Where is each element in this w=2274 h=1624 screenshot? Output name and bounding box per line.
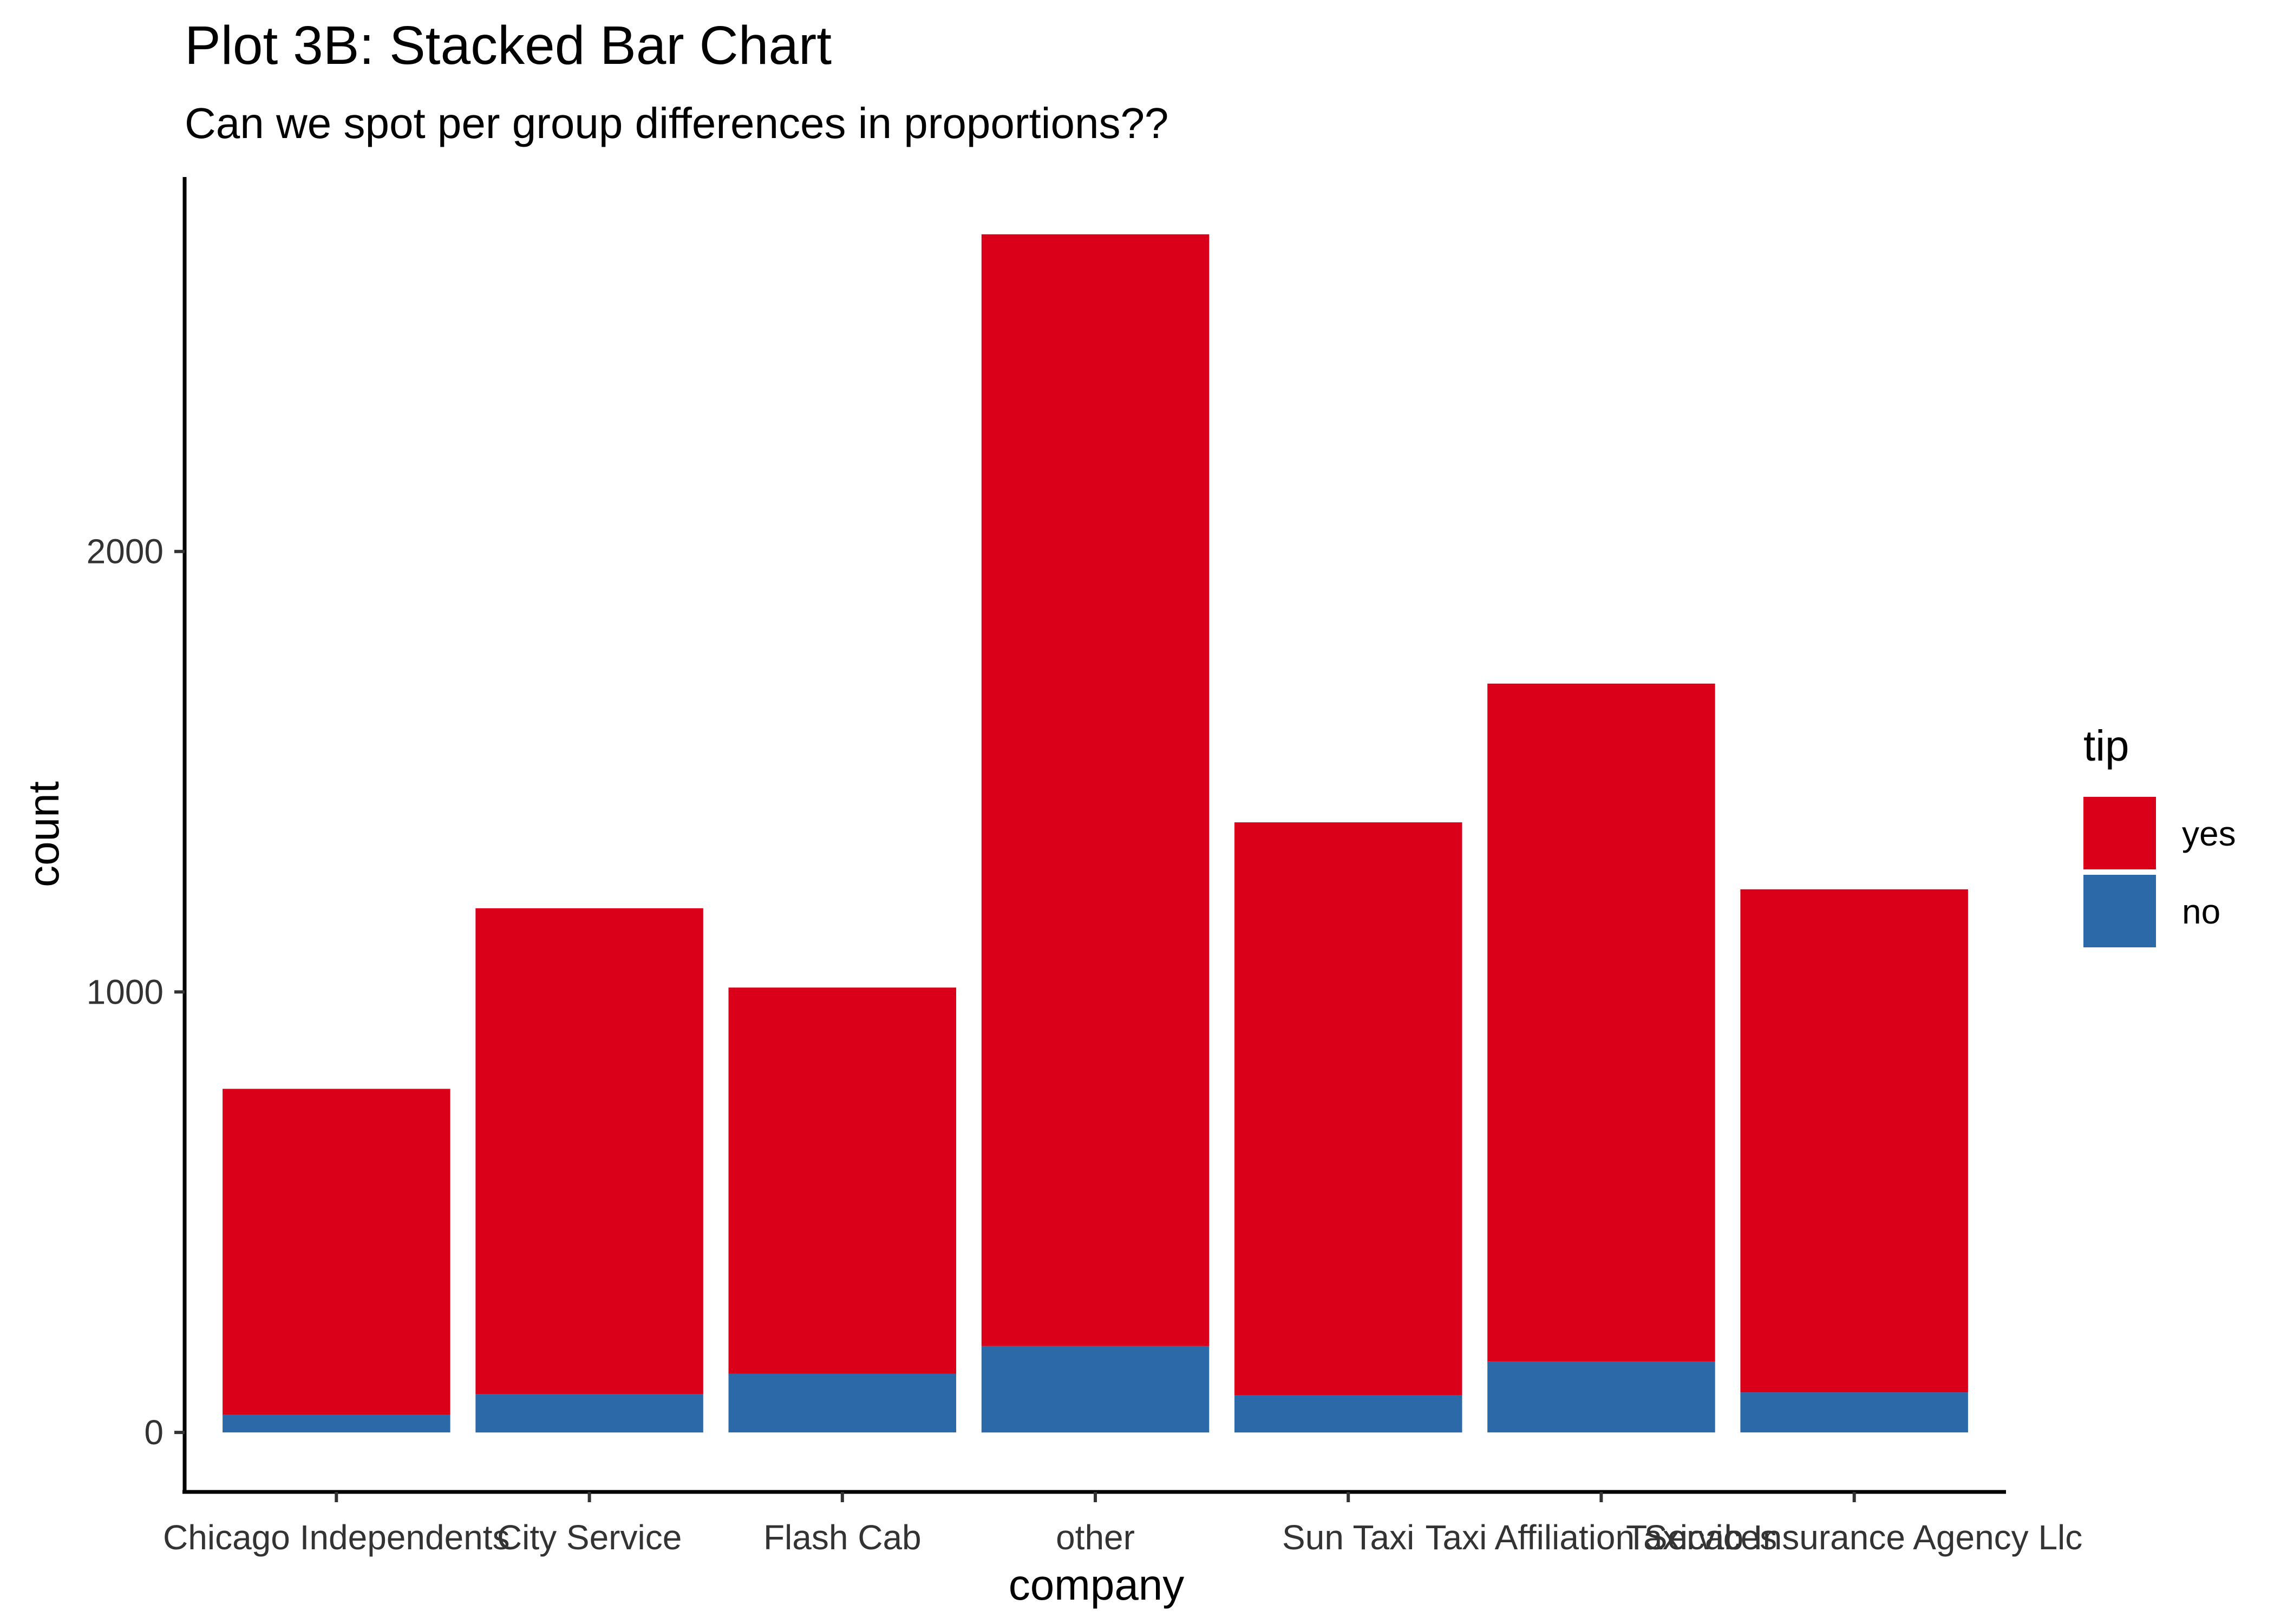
x-tick-label: Taxicab Insurance Agency Llc bbox=[1626, 1518, 2082, 1557]
y-tick-label: 0 bbox=[144, 1413, 164, 1452]
legend-key-no bbox=[2083, 875, 2156, 947]
bars-group bbox=[223, 234, 1968, 1433]
bar-other-no bbox=[981, 1346, 1210, 1433]
bar-other-yes bbox=[981, 234, 1210, 1346]
bar-city-service-no bbox=[475, 1394, 703, 1433]
bar-sun-taxi-no bbox=[1234, 1395, 1462, 1433]
bar-taxi-affiliation-services-yes bbox=[1487, 683, 1715, 1362]
bar-taxi-affiliation-services-no bbox=[1487, 1361, 1715, 1433]
bar-flash-cab-yes bbox=[728, 987, 956, 1374]
bar-chicago-independents-yes bbox=[223, 1089, 450, 1415]
x-axis-title: company bbox=[1009, 1561, 1185, 1609]
bar-taxicab-insurance-agency-llc-yes bbox=[1740, 889, 1968, 1393]
bar-sun-taxi-yes bbox=[1234, 822, 1462, 1396]
legend-key-yes bbox=[2083, 797, 2156, 869]
legend-entries: yes no bbox=[2083, 797, 2236, 947]
x-tick-label: Taxi Affiliation Services bbox=[1426, 1518, 1778, 1557]
y-ticks-group: 0 1000 2000 bbox=[87, 532, 185, 1452]
bar-chicago-independents-no bbox=[223, 1415, 450, 1433]
chart-title: Plot 3B: Stacked Bar Chart bbox=[185, 15, 832, 76]
legend: tip yes no bbox=[2083, 722, 2236, 947]
bar-flash-cab-no bbox=[728, 1373, 956, 1433]
bar-city-service-yes bbox=[475, 908, 703, 1394]
legend-label-yes: yes bbox=[2182, 814, 2236, 853]
x-tick-label: other bbox=[1056, 1518, 1135, 1557]
x-tick-label: City Service bbox=[497, 1518, 682, 1557]
y-tick-label: 2000 bbox=[87, 532, 164, 571]
y-axis-title: count bbox=[19, 781, 68, 887]
x-tick-label: Flash Cab bbox=[763, 1518, 922, 1557]
legend-title: tip bbox=[2083, 722, 2129, 770]
bar-taxicab-insurance-agency-llc-no bbox=[1740, 1392, 1968, 1433]
y-tick-label: 1000 bbox=[87, 972, 164, 1011]
chart-subtitle: Can we spot per group differences in pro… bbox=[185, 99, 1168, 147]
legend-label-no: no bbox=[2182, 892, 2220, 931]
x-tick-label: Chicago Independents bbox=[163, 1518, 510, 1557]
x-tick-label: Sun Taxi bbox=[1282, 1518, 1414, 1557]
